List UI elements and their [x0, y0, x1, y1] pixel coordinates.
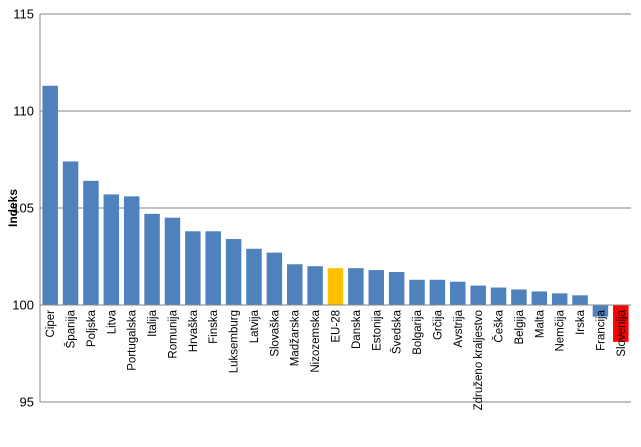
bar: [388, 272, 405, 305]
category-label: Slovaška: [269, 309, 281, 356]
y-tick-label: 95: [20, 395, 34, 410]
bar: [511, 289, 527, 305]
y-tick-label: 105: [12, 201, 34, 216]
bar: [266, 252, 283, 305]
category-label: Avstrija: [453, 309, 465, 347]
bar: [83, 180, 99, 305]
bars: [42, 85, 629, 342]
bar: [531, 291, 548, 305]
bar: [123, 196, 140, 305]
y-tick-label: 110: [13, 104, 34, 119]
category-label: Romunija: [167, 309, 179, 358]
bar: [592, 305, 609, 317]
bar: [429, 279, 446, 305]
y-tick-label: 115: [13, 7, 34, 22]
bar: [246, 248, 262, 305]
category-label: Bolgarija: [412, 309, 424, 354]
category-label: Litva: [106, 309, 118, 334]
bar: [62, 161, 79, 305]
bar: [613, 305, 629, 342]
category-label: Nemčija: [555, 309, 567, 351]
category-label: Hrvaška: [188, 309, 200, 352]
bar: [490, 287, 507, 305]
category-label: Latvija: [249, 309, 261, 343]
category-label: Estonija: [371, 309, 383, 351]
bar: [144, 213, 160, 305]
y-tick-label: 100: [12, 298, 34, 313]
y-axis-tick-labels: 95 100 105 110 115: [12, 7, 34, 410]
category-label: Združeno kraljestvo: [473, 310, 485, 410]
y-axis-title: Indeks: [6, 189, 20, 227]
bar: [572, 295, 588, 305]
category-label: Italija: [147, 309, 159, 336]
bar: [225, 239, 242, 305]
category-label: Finska: [208, 309, 220, 343]
bar: [286, 264, 303, 305]
category-label: Češka: [493, 309, 506, 342]
bar: [551, 293, 568, 305]
bar: [368, 270, 385, 305]
bar: [307, 266, 323, 305]
category-label: Portugalska: [127, 309, 139, 370]
category-label: Luksemburg: [229, 310, 241, 373]
category-label: Francija: [595, 309, 607, 351]
bar: [103, 194, 120, 305]
category-label: Nizozemska: [310, 309, 322, 372]
bar: [409, 279, 425, 305]
category-label: Malta: [534, 309, 546, 338]
bar: [185, 231, 201, 305]
bar: [450, 281, 466, 305]
category-label: Slovenija: [616, 309, 628, 356]
category-label: EU-28: [331, 310, 343, 343]
bar: [205, 231, 221, 305]
category-label: Grčija: [432, 309, 444, 340]
bar: [327, 268, 344, 305]
category-label: Ciper: [45, 310, 57, 338]
category-label: Irska: [575, 309, 587, 335]
bar: [164, 217, 181, 305]
bar: [470, 285, 486, 305]
category-label: Madžarska: [290, 309, 302, 366]
category-label: Švedska: [391, 309, 404, 354]
category-label: Belgija: [514, 309, 526, 344]
bar: [348, 268, 364, 305]
bar: [42, 85, 58, 305]
category-label: Španija: [65, 309, 78, 348]
category-label: Poljska: [86, 309, 98, 347]
category-label: Danska: [351, 309, 363, 349]
category-labels: Ciper Španija Poljska Litva Portugalska Itali…: [45, 309, 628, 410]
